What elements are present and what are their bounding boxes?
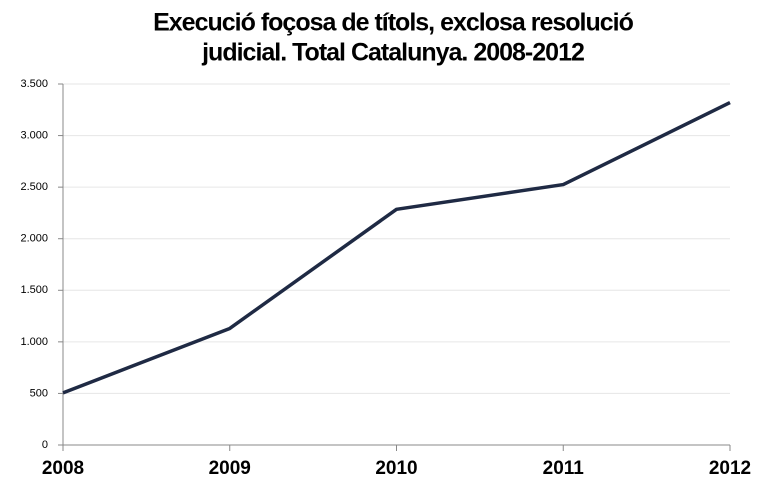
x-tick-label: 2008: [42, 458, 84, 479]
y-tick-label: 1.500: [20, 284, 48, 296]
x-tick-label: 2010: [375, 458, 417, 479]
y-tick-label: 2.500: [20, 181, 48, 193]
x-tick-label: 2009: [209, 458, 251, 479]
x-tick-label: 2012: [709, 458, 751, 479]
chart-title: judicial. Total Catalunya. 2008-2012: [201, 39, 584, 67]
chart-title: Execució foçosa de títols, exclosa resol…: [153, 9, 634, 37]
x-tick-label: 2011: [543, 458, 585, 479]
y-tick-label: 0: [42, 439, 48, 451]
data-line: [62, 100, 731, 395]
y-tick-label: 2.000: [20, 233, 48, 245]
y-tick-label: 3.000: [20, 129, 48, 141]
y-tick-label: 500: [30, 387, 48, 399]
y-tick-label: 3.500: [20, 78, 48, 90]
y-tick-label: 1.000: [20, 336, 48, 348]
